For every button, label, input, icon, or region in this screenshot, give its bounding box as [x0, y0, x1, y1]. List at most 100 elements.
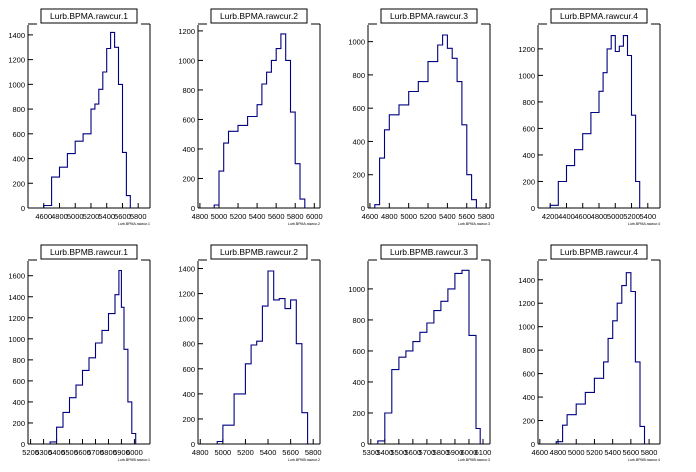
title-box [550, 8, 648, 24]
x-tick-label: 5400 [260, 448, 277, 457]
y-tick-label: 1000 [518, 71, 535, 80]
x-tick-label: 5200 [22, 448, 39, 457]
histogram-panel-3: Lurb.BPMA.rawcur.3 0 200 400 600 800 1000 4600 4… [348, 8, 495, 226]
histogram-panel-5: Lurb.BPMB.rawcur.1 0 200 400 600 800 1000 1200 1… [8, 244, 151, 462]
x-tick-label: 5600 [268, 212, 285, 221]
y-tick-label: 200 [12, 419, 25, 428]
x-tick-label: 5900 [447, 448, 464, 457]
y-tick-label: 400 [522, 393, 535, 402]
y-tick-label: 200 [352, 409, 365, 418]
y-tick-label: 600 [352, 104, 365, 113]
histogram-title: Lurb.BPMA.rawcur.2 [220, 11, 298, 21]
y-tick-label: 600 [12, 377, 25, 386]
histogram-series [49, 269, 137, 444]
x-tick-label: 5400 [439, 212, 456, 221]
y-tick-label: 400 [352, 137, 365, 146]
y-tick-label: 600 [182, 115, 195, 124]
x-tick-label: 5700 [419, 448, 436, 457]
x-tick-label: 5500 [61, 448, 78, 457]
histogram-series [213, 33, 306, 208]
x-tick-label: 4800 [192, 448, 209, 457]
y-tick-label: 400 [12, 155, 25, 164]
x-tick-label: 5400 [604, 448, 621, 457]
x-tick-label: 5000 [211, 212, 228, 221]
x-tick-label: 5800 [433, 448, 450, 457]
y-tick-label: 1200 [8, 314, 25, 323]
y-tick-label: 1000 [348, 38, 365, 47]
y-tick-label: 400 [12, 398, 25, 407]
y-tick-label: 1000 [178, 315, 195, 324]
y-tick-label: 1400 [518, 276, 535, 285]
y-tick-label: 600 [12, 130, 25, 139]
x-tick-label: 5200 [237, 448, 254, 457]
x-tick-label: 5400 [48, 448, 65, 457]
y-tick-label: 800 [352, 71, 365, 80]
x-tick-label: 6100 [475, 448, 492, 457]
x-tick-label: 5500 [391, 448, 408, 457]
y-tick-label: 400 [352, 378, 365, 387]
x-tick-label: 4800 [51, 212, 68, 221]
x-tick-label: 5800 [641, 448, 658, 457]
y-tick-label: 800 [182, 86, 195, 95]
x-tick-label: 5200 [586, 448, 603, 457]
y-tick-label: 1200 [8, 56, 25, 65]
y-tick-label: 200 [352, 171, 365, 180]
x-tick-label: 5400 [249, 212, 266, 221]
histogram-panel-4: Lurb.BPMA.rawcur.4 0 200 400 600 800 1000 1200 4… [518, 8, 661, 226]
x-tick-label: 5000 [215, 448, 232, 457]
y-tick-label: 1200 [178, 27, 195, 36]
x-tick-label: 5600 [282, 448, 299, 457]
histogram-panel-8: Lurb.BPMB.rawcur.4 0 200 400 600 800 1000 1200 1… [518, 244, 661, 462]
x-axis-label: Lurb.BPMB.rawcur.3 [458, 458, 490, 462]
x-tick-label: 4800 [192, 212, 209, 221]
x-tick-label: 5200 [230, 212, 247, 221]
y-tick-label: 0 [21, 204, 25, 213]
x-tick-label: 4400 [558, 212, 575, 221]
x-tick-label: 4600 [362, 212, 379, 221]
y-tick-label: 800 [352, 316, 365, 325]
x-tick-label: 4200 [542, 212, 559, 221]
x-tick-label: 4600 [35, 212, 52, 221]
histogram-title: Lurb.BPMB.rawcur.2 [220, 247, 298, 257]
x-tick-label: 6000 [306, 212, 323, 221]
y-tick-label: 1200 [518, 299, 535, 308]
y-tick-label: 0 [191, 204, 195, 213]
y-tick-label: 600 [522, 124, 535, 133]
histogram-title: Lurb.BPMA.rawcur.3 [390, 11, 468, 21]
histogram-title: Lurb.BPMB.rawcur.4 [560, 247, 638, 257]
x-axis-label: Lurb.BPMB.rawcur.2 [288, 458, 320, 462]
x-tick-label: 5600 [114, 212, 131, 221]
x-tick-label: 5800 [305, 448, 322, 457]
x-tick-label: 5600 [623, 448, 640, 457]
y-tick-label: 1200 [178, 290, 195, 299]
x-tick-label: 5900 [113, 448, 130, 457]
y-tick-label: 1000 [8, 80, 25, 89]
x-tick-label: 5000 [67, 212, 84, 221]
x-tick-label: 5400 [376, 448, 393, 457]
y-tick-label: 400 [182, 390, 195, 399]
histogram-panel-6: Lurb.BPMB.rawcur.2 0 200 400 600 800 1000 1200 1… [178, 244, 322, 462]
histogram-title: Lurb.BPMA.rawcur.4 [560, 11, 638, 21]
y-tick-label: 600 [352, 347, 365, 356]
x-tick-label: 5200 [420, 212, 437, 221]
title-box [210, 8, 308, 24]
title-box [40, 8, 138, 24]
y-tick-label: 0 [361, 204, 365, 213]
histogram-series [377, 269, 481, 444]
x-tick-label: 5600 [458, 212, 475, 221]
y-tick-label: 1400 [8, 293, 25, 302]
y-tick-label: 0 [191, 440, 195, 449]
y-tick-label: 1200 [518, 45, 535, 54]
x-tick-label: 5800 [478, 212, 495, 221]
histogram-series [374, 34, 477, 208]
y-tick-label: 200 [522, 177, 535, 186]
x-axis-label: Lurb.BPMA.rawcur.2 [288, 222, 320, 226]
x-tick-label: 5400 [98, 212, 115, 221]
y-tick-label: 600 [182, 365, 195, 374]
y-tick-label: 200 [522, 417, 535, 426]
x-tick-label: 5600 [74, 448, 91, 457]
x-tick-label: 5800 [100, 448, 117, 457]
y-tick-label: 800 [12, 105, 25, 114]
x-axis-label: Lurb.BPMA.rawcur.3 [458, 222, 490, 226]
x-tick-label: 4800 [550, 448, 567, 457]
